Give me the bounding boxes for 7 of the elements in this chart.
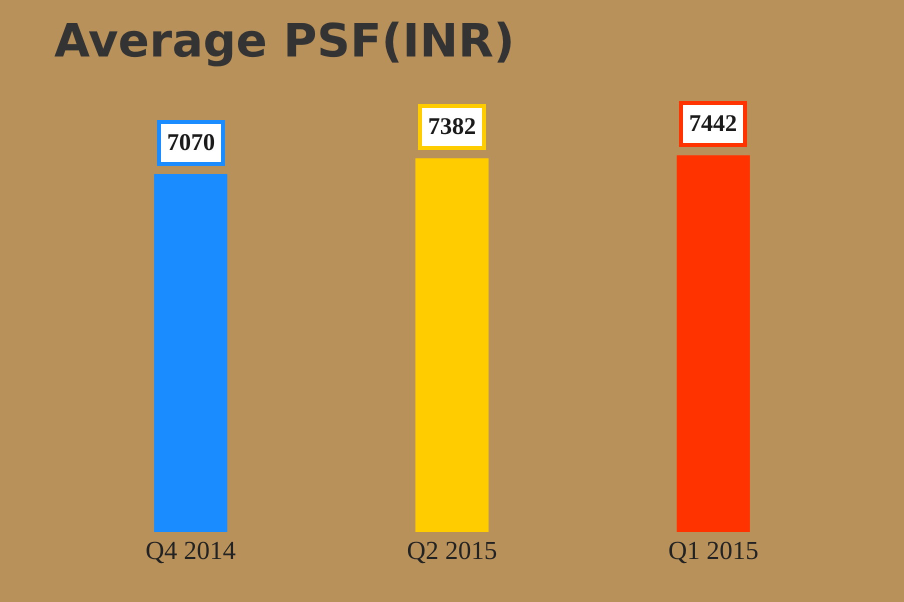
- chart-title: Average PSF(INR): [54, 13, 515, 68]
- data-label: 7442: [689, 111, 737, 137]
- data-label: 7070: [167, 130, 215, 156]
- x-tick-label: Q2 2015: [406, 536, 498, 565]
- data-label: 7382: [428, 114, 476, 140]
- x-tick-label: Q1 2015: [668, 536, 758, 565]
- x-tick-label: Q4 2014: [146, 536, 236, 565]
